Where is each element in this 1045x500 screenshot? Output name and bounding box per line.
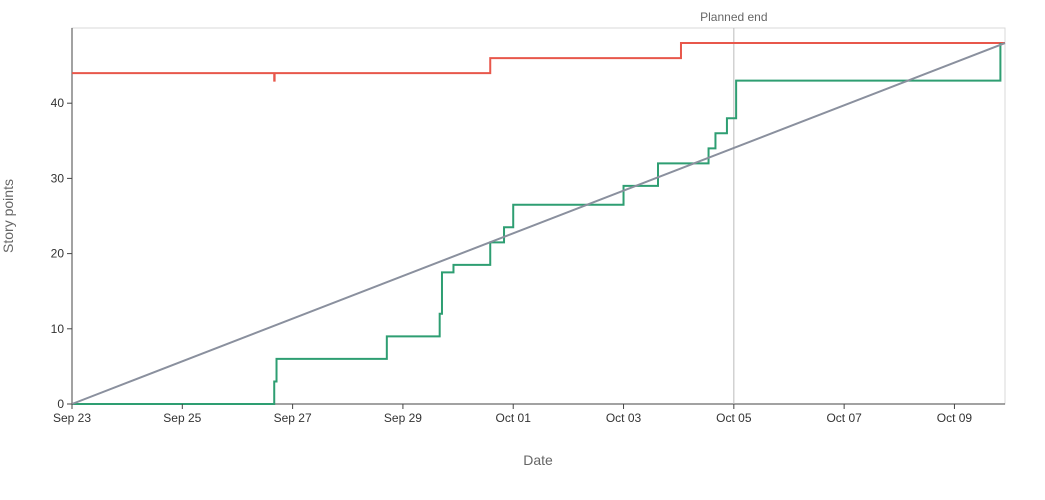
y-tick-label: 0 <box>57 397 64 411</box>
annotations-layer: Planned end <box>700 10 768 404</box>
y-tick-label: 40 <box>51 96 65 110</box>
y-axis: 0 10 20 30 40 <box>51 96 72 411</box>
y-tick-label: 20 <box>51 247 65 261</box>
planned-end-label: Planned end <box>700 10 767 24</box>
x-tick-label: Oct 07 <box>826 411 862 425</box>
series-line-2 <box>71 42 1006 405</box>
x-tick-label: Oct 05 <box>716 411 752 425</box>
y-tick-label: 10 <box>51 322 65 336</box>
y-axis-title: Story points <box>0 179 16 253</box>
x-tick-label: Oct 09 <box>937 411 973 425</box>
x-axis: Sep 23 Sep 25 Sep 27 Sep 29 Oct 01 Oct 03 Oct … <box>53 404 972 425</box>
x-axis-title: Date <box>523 452 553 468</box>
x-tick-label: Sep 27 <box>274 411 312 425</box>
plot-frame <box>71 27 1006 405</box>
series-line-0 <box>72 42 1005 82</box>
x-tick-label: Oct 03 <box>606 411 642 425</box>
x-tick-label: Oct 01 <box>496 411 532 425</box>
x-tick-label: Sep 29 <box>384 411 422 425</box>
x-tick-label: Sep 23 <box>53 411 91 425</box>
series-line-1 <box>72 43 1002 405</box>
x-tick-label: Sep 25 <box>163 411 201 425</box>
y-tick-label: 30 <box>51 171 65 185</box>
plot-area-border <box>71 27 1006 405</box>
series-layer <box>71 42 1006 405</box>
